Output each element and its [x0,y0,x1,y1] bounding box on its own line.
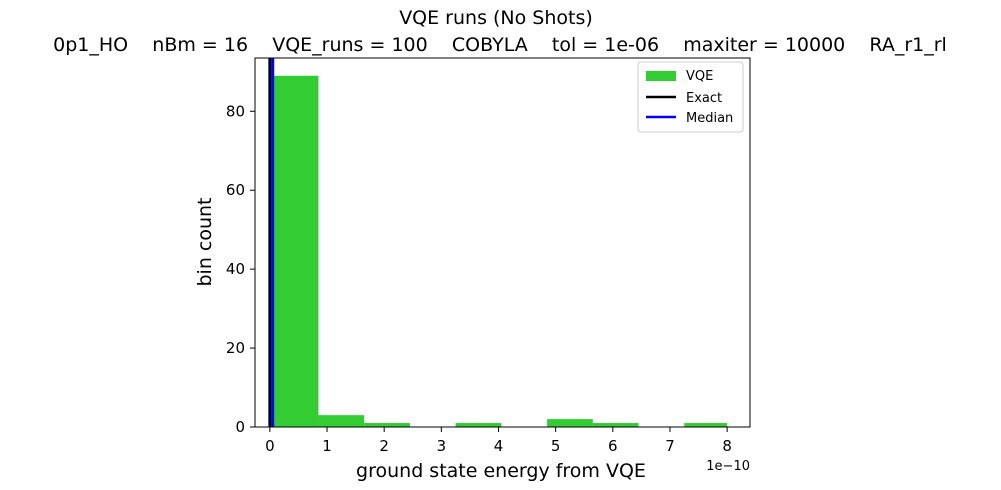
x-tick-label: 4 [494,437,504,455]
histogram-bar [318,415,365,427]
plot-frame [254,57,751,428]
chart-subtitle: 0p1_HO nBm = 16 VQE_runs = 100 COBYLA to… [53,34,947,56]
x-tick-label: 5 [551,437,561,455]
legend-label-median: Median [686,111,733,126]
x-tick-label: 3 [437,437,447,455]
histogram-bar [684,423,728,427]
x-tick-label: 6 [608,437,618,455]
x-tick-label: 8 [722,437,732,455]
x-offset-label: 1e−10 [706,459,750,474]
y-axis-label: bin count [194,197,216,286]
legend: VQE Exact Median [637,61,744,133]
chart-title: VQE runs (No Shots) [399,7,593,29]
legend-swatch-vqe [646,71,676,81]
histogram-bar [547,419,593,427]
y-axis-ticks: 0 20 40 60 80 [226,102,255,436]
x-axis-label: ground state energy from VQE [356,460,646,482]
x-tick-label: 1 [322,437,332,455]
legend-label-vqe: VQE [686,69,713,84]
y-tick-label: 80 [226,102,245,120]
legend-label-exact: Exact [686,91,722,106]
x-tick-label: 0 [265,437,275,455]
histogram-bar [272,75,319,427]
reference-lines [268,58,275,427]
histogram-bar [455,423,502,427]
y-tick-label: 20 [226,339,245,357]
y-tick-label: 60 [226,181,245,199]
histogram-bars [272,75,728,427]
histogram-bar [592,423,639,427]
y-tick-label: 0 [235,418,245,436]
x-tick-label: 2 [379,437,389,455]
histogram-bar [364,423,410,427]
x-axis-ticks: 0 1 2 3 4 5 6 7 8 [265,427,732,455]
x-tick-label: 7 [665,437,675,455]
y-tick-label: 40 [226,260,245,278]
